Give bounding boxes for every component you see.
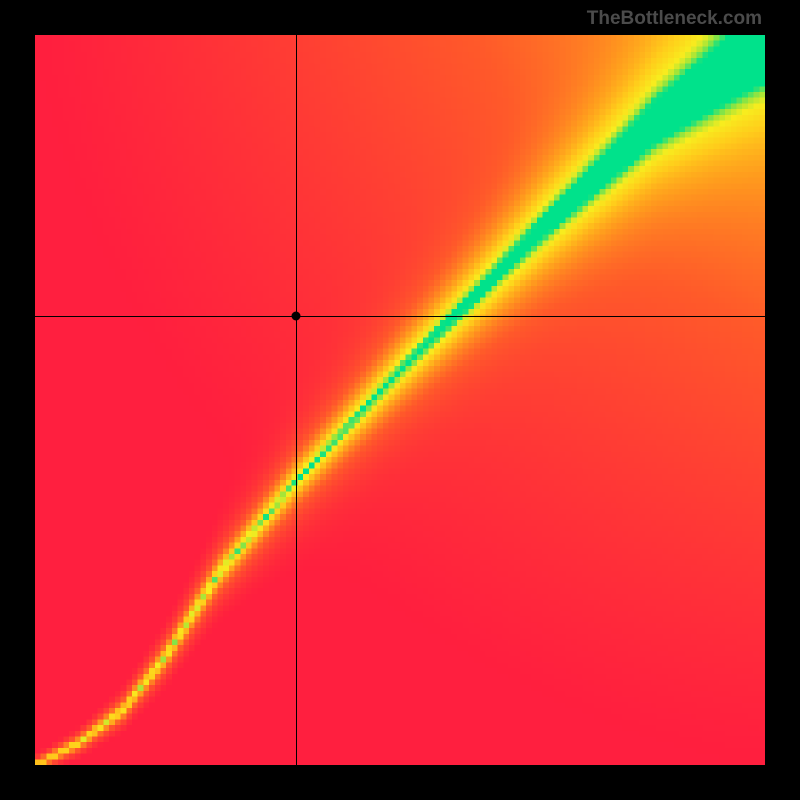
plot-area: [35, 35, 765, 765]
chart-container: TheBottleneck.com: [0, 0, 800, 800]
heatmap-canvas: [35, 35, 765, 765]
crosshair-marker: [291, 312, 300, 321]
watermark-text: TheBottleneck.com: [587, 8, 762, 30]
crosshair-vertical: [296, 35, 297, 765]
crosshair-horizontal: [35, 316, 765, 317]
